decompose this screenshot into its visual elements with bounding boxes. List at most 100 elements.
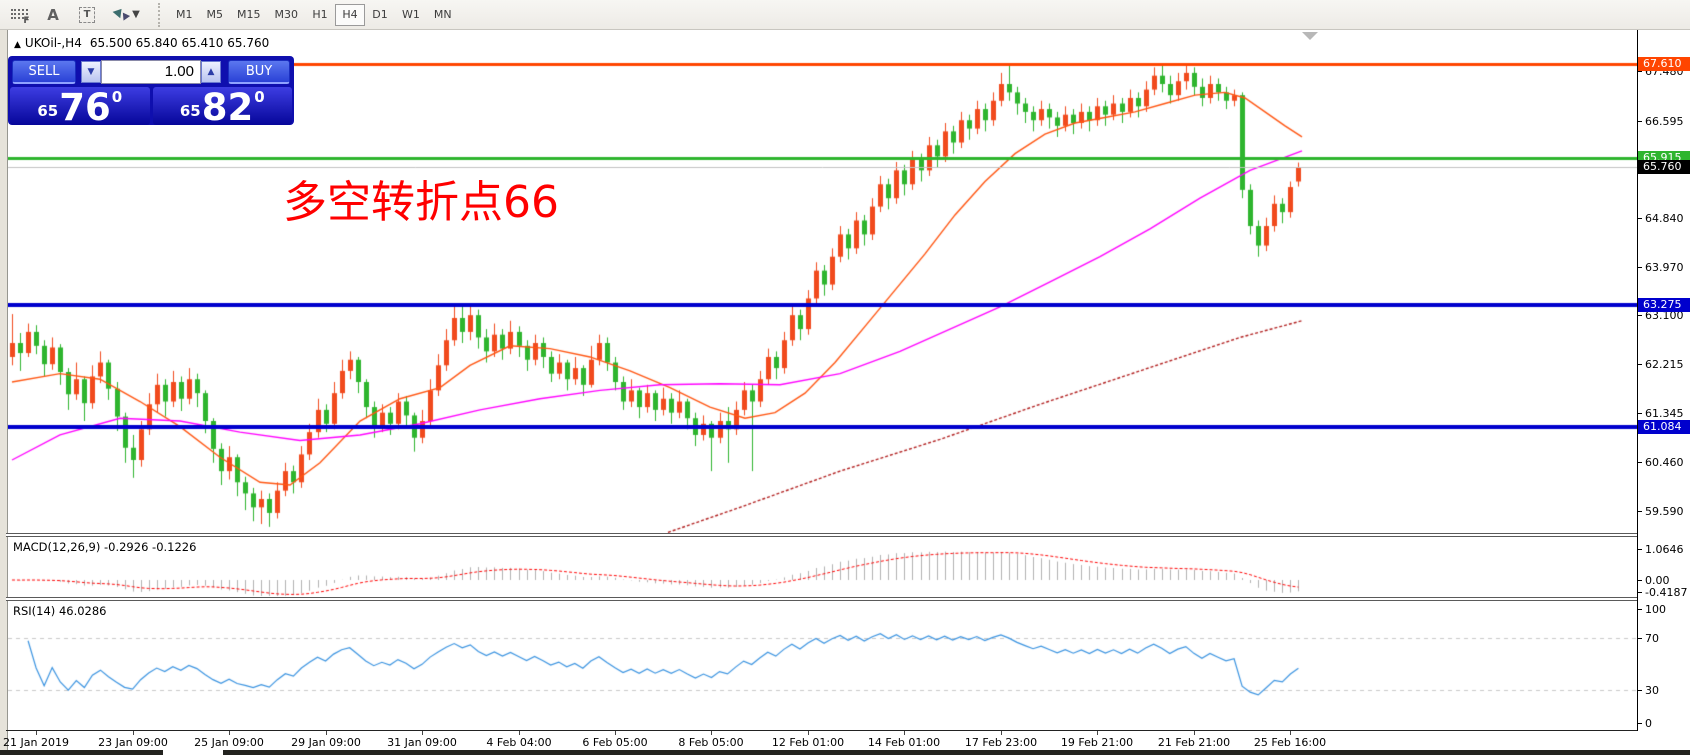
symbol-timeframe: UKOil-,H4 xyxy=(24,36,82,50)
time-axis-tick xyxy=(904,731,905,735)
volume-decrease-button[interactable]: ▼ xyxy=(81,60,101,83)
price-axis-tick xyxy=(1638,462,1642,463)
chevron-down-icon[interactable]: ▼ xyxy=(132,9,140,20)
one-click-trade-panel: SELL ▼ ▲ BUY 65 76 0 65 82 0 xyxy=(8,56,294,129)
pane-divider[interactable] xyxy=(6,533,1690,537)
macd-axis-tick xyxy=(1638,549,1642,550)
price-axis-tick xyxy=(1638,267,1642,268)
text-tool-button[interactable]: A xyxy=(38,3,68,27)
timeframe-button-M1[interactable]: M1 xyxy=(176,8,193,21)
fibonacci-tool-button[interactable]: F xyxy=(4,3,34,27)
price-axis-tick xyxy=(1638,511,1642,512)
sell-price-button[interactable]: 65 76 0 xyxy=(10,85,150,129)
price-axis-tick xyxy=(1638,71,1642,72)
time-axis-tick xyxy=(1097,731,1098,735)
price-level-badge: 67.610 xyxy=(1638,57,1690,71)
macd-axis-label: 1.0646 xyxy=(1645,543,1684,556)
time-axis-label: 17 Feb 23:00 xyxy=(964,736,1038,749)
price-scale[interactable]: 67.480 66.595 64.840 63.970 63.100 62.215 61.3… xyxy=(1637,30,1690,731)
price-axis-tick xyxy=(1638,413,1642,414)
time-axis-tick xyxy=(422,731,423,735)
time-axis-label: 31 Jan 09:00 xyxy=(387,736,457,749)
chart-shift-marker-icon[interactable] xyxy=(1302,32,1318,40)
toolbar: F A T ▼ M1 M5 M15 M30 H1 H4 D1 W1 MN xyxy=(0,0,1690,30)
rsi-axis-tick xyxy=(1638,723,1642,724)
text-label-tool-button[interactable]: T xyxy=(72,3,102,27)
chart-title: ▲ UKOil-,H4 65.500 65.840 65.410 65.760 xyxy=(14,36,269,50)
macd-indicator-canvas[interactable] xyxy=(8,537,1637,597)
text-label-icon: T xyxy=(79,6,95,23)
time-axis-label: 19 Feb 21:00 xyxy=(1060,736,1134,749)
time-axis-label: 6 Feb 05:00 xyxy=(582,736,648,749)
ohlc-readout: 65.500 65.840 65.410 65.760 xyxy=(89,36,270,50)
toolbar-separator xyxy=(158,2,163,27)
time-axis-label: 21 Jan 2019 xyxy=(3,736,69,749)
time-axis-label: 21 Feb 21:00 xyxy=(1157,736,1231,749)
time-axis-label: 8 Feb 05:00 xyxy=(678,736,744,749)
time-axis-tick xyxy=(519,731,520,735)
rsi-indicator-canvas[interactable] xyxy=(8,601,1637,729)
rsi-axis-label: 30 xyxy=(1645,684,1659,697)
time-axis-label: 4 Feb 04:00 xyxy=(486,736,552,749)
timeframe-button-H1[interactable]: H1 xyxy=(312,8,328,21)
bottom-strip-gap xyxy=(163,750,223,755)
time-axis-tick xyxy=(808,731,809,735)
chart-text-annotation[interactable]: 多空转折点66 xyxy=(283,177,559,228)
timeframe-button-M5[interactable]: M5 xyxy=(206,8,224,21)
time-axis-tick xyxy=(36,731,37,735)
pane-divider[interactable] xyxy=(6,597,1690,601)
macd-axis-label: -0.4187 xyxy=(1645,586,1688,599)
price-axis-tick xyxy=(1638,218,1642,219)
time-axis-tick xyxy=(1194,731,1195,735)
time-axis-tick xyxy=(229,731,230,735)
buy-price-button[interactable]: 65 82 0 xyxy=(152,85,292,129)
price-level-badge: 61.084 xyxy=(1638,420,1690,434)
time-axis-tick xyxy=(615,731,616,735)
time-axis-label: 29 Jan 09:00 xyxy=(291,736,361,749)
sell-button[interactable]: SELL xyxy=(12,59,76,84)
time-axis-label: 14 Feb 01:00 xyxy=(867,736,941,749)
price-axis-label: 64.840 xyxy=(1645,212,1684,225)
timeframe-button-M15[interactable]: M15 xyxy=(237,8,261,21)
arrows-icon xyxy=(112,5,131,23)
arrows-tool-button[interactable]: ▼ xyxy=(106,3,148,27)
price-axis-label: 60.460 xyxy=(1645,456,1684,469)
rsi-axis-label: 70 xyxy=(1645,632,1659,645)
window-left-edge xyxy=(0,30,8,755)
volume-input[interactable] xyxy=(101,59,201,84)
price-axis-label: 63.100 xyxy=(1645,309,1684,322)
price-axis-label: 62.215 xyxy=(1645,358,1684,371)
rsi-axis-tick xyxy=(1638,609,1642,610)
time-axis-label: 12 Feb 01:00 xyxy=(771,736,845,749)
collapse-triangle-icon[interactable]: ▲ xyxy=(14,40,21,50)
rsi-axis-label: 0 xyxy=(1645,717,1652,730)
price-axis-label: 63.970 xyxy=(1645,261,1684,274)
buy-price-prefix: 65 xyxy=(179,102,201,120)
rsi-axis-tick xyxy=(1638,690,1642,691)
timeframe-button-D1[interactable]: D1 xyxy=(372,8,388,21)
macd-axis-tick xyxy=(1638,580,1642,581)
rsi-axis-label: 100 xyxy=(1645,603,1666,616)
text-a-icon: A xyxy=(47,5,59,24)
time-axis-tick xyxy=(1290,731,1291,735)
buy-price-big: 82 xyxy=(201,85,254,129)
time-axis-label: 25 Feb 16:00 xyxy=(1253,736,1327,749)
price-axis-label: 61.345 xyxy=(1645,407,1684,420)
time-axis-tick xyxy=(326,731,327,735)
price-axis-label: 59.590 xyxy=(1645,505,1684,518)
price-axis-tick xyxy=(1638,121,1642,122)
time-axis-tick xyxy=(133,731,134,735)
time-axis-tick xyxy=(711,731,712,735)
time-axis-border xyxy=(6,730,1690,731)
price-level-badge: 65.760 xyxy=(1638,160,1690,174)
timeframe-button-W1[interactable]: W1 xyxy=(402,8,420,21)
timeframe-button-H4[interactable]: H4 xyxy=(335,3,365,26)
timeframe-button-M30[interactable]: M30 xyxy=(274,8,299,21)
buy-button[interactable]: BUY xyxy=(228,59,290,84)
time-scale[interactable]: 21 Jan 2019 23 Jan 09:00 25 Jan 09:00 29 Ja… xyxy=(3,731,1690,750)
volume-increase-button[interactable]: ▲ xyxy=(201,60,221,83)
sell-price-big: 76 xyxy=(59,85,111,129)
timeframe-button-MN[interactable]: MN xyxy=(433,8,452,21)
price-level-badge: 63.275 xyxy=(1638,298,1690,312)
